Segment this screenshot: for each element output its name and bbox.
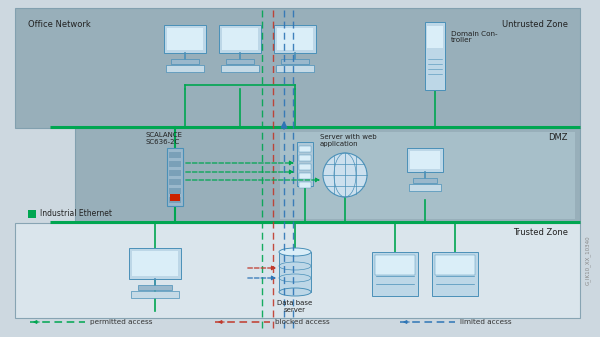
Bar — [299, 173, 311, 179]
Bar — [28, 210, 36, 218]
Bar — [372, 252, 418, 296]
Bar — [129, 248, 181, 279]
Bar — [276, 65, 314, 72]
Bar — [299, 164, 311, 170]
Text: Office Network: Office Network — [28, 20, 91, 29]
Bar — [166, 65, 204, 72]
Bar — [279, 252, 311, 292]
Bar — [169, 152, 181, 158]
Bar — [277, 28, 313, 50]
Text: blocked access: blocked access — [275, 319, 330, 325]
Bar — [167, 148, 183, 206]
Bar — [274, 25, 316, 53]
Bar — [138, 285, 172, 290]
Bar — [15, 8, 580, 128]
Text: Domain Con-
troller: Domain Con- troller — [451, 31, 497, 43]
Bar — [407, 148, 443, 172]
Bar — [226, 59, 254, 64]
Bar — [219, 25, 261, 53]
Bar — [221, 65, 259, 72]
Text: DMZ: DMZ — [548, 133, 568, 142]
Bar — [169, 170, 181, 176]
Bar — [299, 146, 311, 152]
Bar — [131, 291, 179, 298]
Bar — [170, 194, 180, 201]
Text: Trusted Zone: Trusted Zone — [513, 228, 568, 237]
Text: SCALANCE
SC636-2C: SCALANCE SC636-2C — [145, 132, 182, 145]
Text: Data base
server: Data base server — [277, 300, 313, 313]
Bar — [299, 155, 311, 161]
Text: limited access: limited access — [460, 319, 512, 325]
Bar — [169, 188, 181, 194]
Bar — [164, 25, 206, 53]
Bar — [171, 59, 199, 64]
Bar — [75, 128, 580, 223]
Bar — [435, 255, 475, 275]
Bar — [222, 28, 258, 50]
Bar — [413, 178, 437, 183]
Bar — [132, 251, 178, 276]
Text: Server with web
application: Server with web application — [320, 134, 377, 147]
Bar — [167, 28, 203, 50]
Ellipse shape — [279, 248, 311, 256]
Text: Industrial Ethernet: Industrial Ethernet — [40, 210, 112, 218]
Bar — [299, 182, 311, 188]
Bar — [425, 22, 445, 90]
Text: G_IK10_XX_10340: G_IK10_XX_10340 — [585, 235, 591, 285]
Bar — [427, 26, 443, 48]
Bar — [297, 142, 313, 186]
Bar — [375, 255, 415, 275]
Text: permitted access: permitted access — [90, 319, 152, 325]
Bar — [169, 161, 181, 167]
Bar — [410, 151, 440, 169]
Bar — [15, 223, 580, 318]
Bar — [169, 179, 181, 185]
Bar — [281, 59, 309, 64]
Bar — [432, 252, 478, 296]
Text: Untrusted Zone: Untrusted Zone — [502, 20, 568, 29]
Ellipse shape — [279, 288, 311, 296]
Bar — [169, 197, 181, 203]
Bar — [280, 132, 575, 219]
Bar — [409, 184, 441, 191]
Circle shape — [323, 153, 367, 197]
